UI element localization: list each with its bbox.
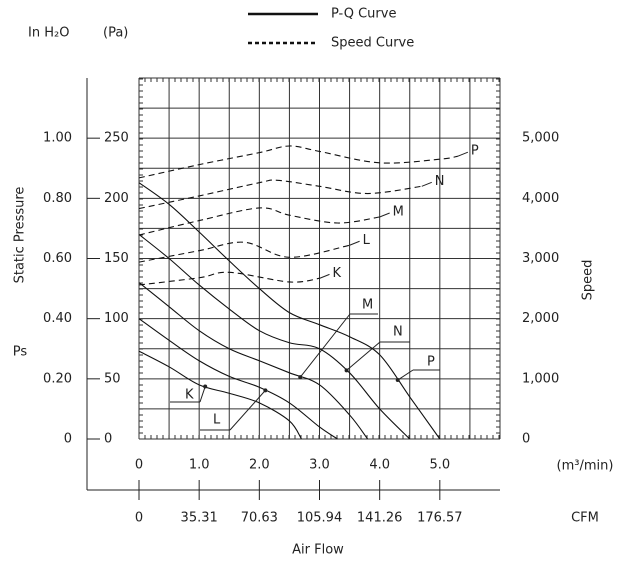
series-label: M (362, 298, 373, 313)
y-tick-label: 250 (104, 131, 129, 146)
y3-tick-label: 0.20 (43, 371, 72, 386)
y2-tick-label: 1,000 (522, 371, 559, 386)
series-label: P (471, 144, 479, 159)
series-line (138, 182, 441, 440)
y3-tick-label: 0.40 (43, 311, 72, 326)
series-line (138, 234, 411, 440)
x-tick-label: 5.0 (429, 458, 450, 473)
series-label: N (393, 325, 403, 340)
label-leader (346, 341, 381, 371)
label-leader (199, 386, 206, 403)
label-arrow (298, 375, 303, 380)
x2-tick-label: 105.94 (297, 511, 343, 526)
x-tick-label: 3.0 (309, 458, 330, 473)
legend-label: P-Q Curve (331, 7, 396, 22)
series-line (138, 318, 338, 440)
y2-tick-label: 4,000 (522, 191, 559, 206)
y-unit: (Pa) (103, 26, 128, 41)
legend-label: Speed Curve (331, 36, 414, 51)
x2-tick-label: 70.63 (241, 511, 278, 526)
x2-tick-label: 176.57 (417, 511, 463, 526)
label-arrow (263, 388, 268, 393)
series-line (138, 241, 350, 263)
label-leader (421, 181, 432, 187)
label-leader (299, 313, 351, 378)
series-line (138, 350, 302, 440)
y2-tick-label: 5,000 (522, 131, 559, 146)
x2-tick-label: 141.26 (357, 511, 403, 526)
x-unit: (m³/min) (557, 459, 614, 474)
label-leader (397, 369, 414, 381)
y-tick-label: 0 (104, 432, 112, 447)
x-tick-label: 0 (135, 458, 143, 473)
x2-unit: CFM (571, 511, 599, 526)
series-line (138, 145, 458, 179)
y2-tick-label: 0 (522, 432, 530, 447)
y3-tick-label: 0 (64, 432, 72, 447)
y3-tick-label: 0.60 (43, 251, 72, 266)
y-tick-label: 200 (104, 191, 129, 206)
label-leader (319, 273, 330, 279)
label-leader (229, 390, 266, 431)
label-leader (349, 240, 360, 246)
series-label: L (363, 233, 371, 248)
series-line (138, 271, 320, 286)
x-tick-label: 4.0 (369, 458, 390, 473)
series-label: N (435, 174, 445, 189)
y-label: Static Pressure (13, 187, 28, 284)
label-arrow (203, 384, 208, 389)
label-leader (457, 151, 469, 157)
label-leader (379, 212, 390, 218)
y3-unit: In H₂O (28, 26, 69, 41)
y-symbol: Ps (13, 345, 28, 360)
y2-tick-label: 2,000 (522, 311, 559, 326)
series-label: K (333, 266, 342, 281)
y2-tick-label: 3,000 (522, 251, 559, 266)
y-tick-label: 100 (104, 311, 129, 326)
y2-label: Speed (581, 260, 596, 301)
x2-tick-label: 35.31 (181, 511, 218, 526)
series-label: K (185, 388, 194, 403)
y-tick-label: 50 (104, 371, 121, 386)
y3-tick-label: 1.00 (43, 131, 72, 146)
series-label: P (427, 355, 435, 370)
series-label: M (393, 204, 404, 219)
series-label: L (213, 413, 221, 428)
label-arrow (344, 368, 349, 373)
y-tick-label: 150 (104, 251, 129, 266)
label-arrow (395, 378, 400, 383)
x-label: Air Flow (292, 543, 344, 558)
series-line (138, 282, 369, 440)
y3-tick-label: 0.80 (43, 191, 72, 206)
x-tick-label: 1.0 (189, 458, 210, 473)
x2-tick-label: 0 (135, 511, 143, 526)
x-tick-label: 2.0 (249, 458, 270, 473)
series-line (138, 179, 422, 210)
